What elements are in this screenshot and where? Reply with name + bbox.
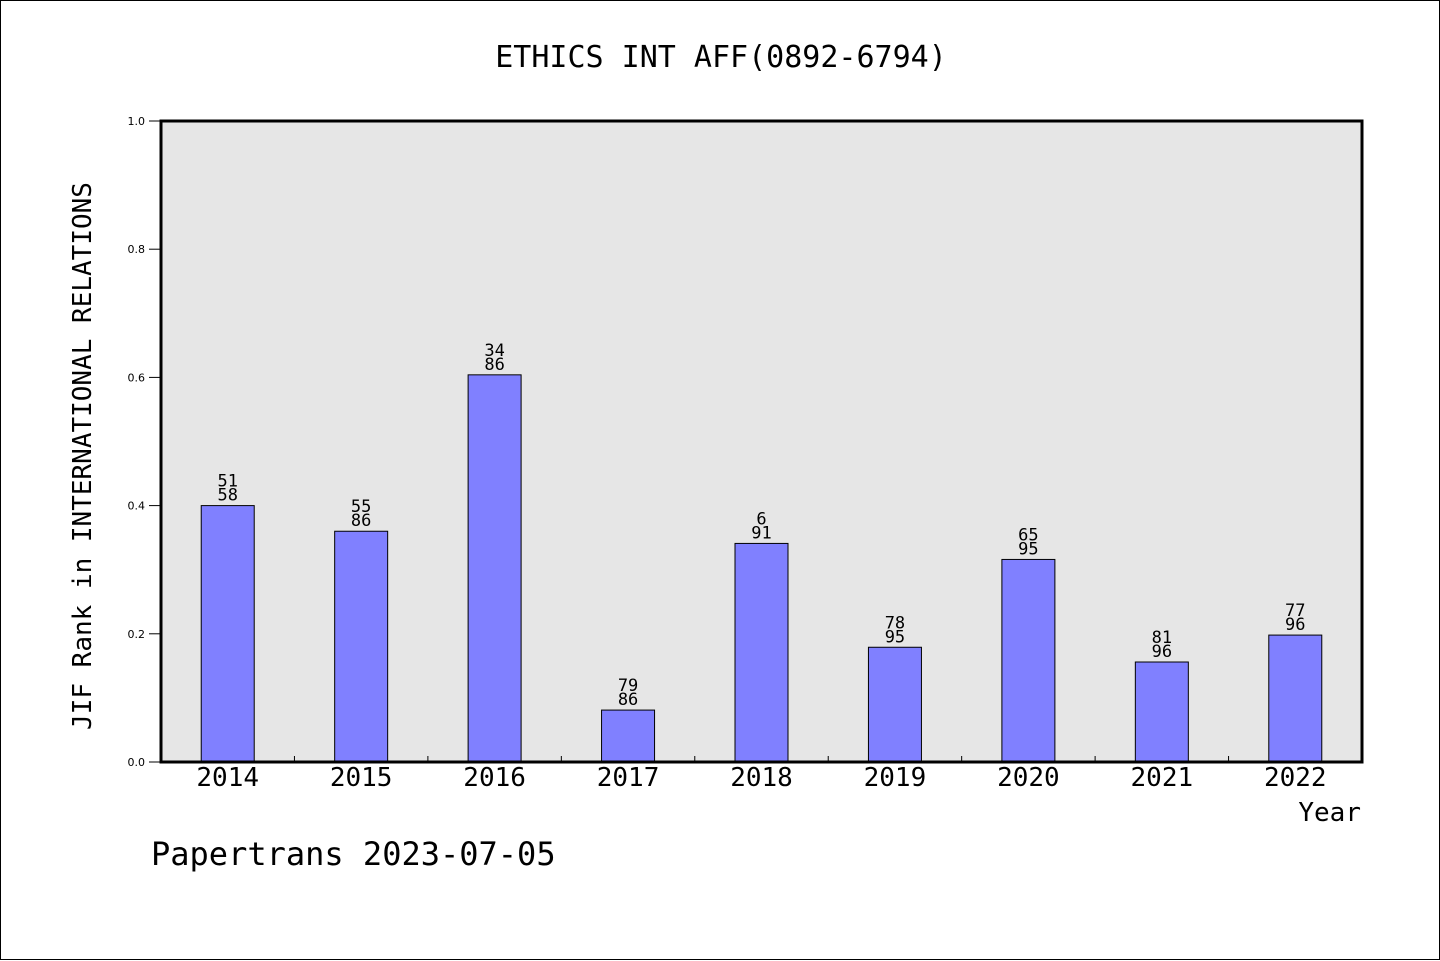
x-tick-label-2022: 2022 [1264, 763, 1327, 793]
bars-layer [200, 374, 1323, 763]
total-label-2015: 86 [351, 511, 371, 531]
bar-2014 [200, 505, 255, 763]
rank-label-2018: 6 [756, 509, 766, 529]
rank-label-2020: 65 [1018, 525, 1038, 545]
plot-border [159, 119, 1364, 764]
total-label-2016: 86 [484, 355, 504, 375]
y-tick-label: 1.0 [128, 115, 146, 128]
total-label-2020: 95 [1018, 539, 1038, 559]
x-tick-label-2017: 2017 [597, 763, 660, 793]
rank-label-2014: 51 [217, 472, 237, 492]
total-label-2018: 91 [751, 523, 771, 543]
y-axis: 0.0 0.2 0.4 0.6 0.8 1.0 [128, 115, 161, 769]
rank-label-2015: 55 [351, 497, 371, 517]
y-tick-label: 0.8 [128, 243, 146, 256]
total-label-2019: 95 [885, 627, 905, 647]
bar-2022 [1268, 634, 1323, 763]
x-axis-label: Year [1298, 798, 1361, 828]
total-label-2017: 86 [618, 690, 638, 710]
bar-2019 [867, 646, 922, 763]
y-tick-label: 0.6 [128, 371, 146, 384]
x-tick-label-2019: 2019 [864, 763, 927, 793]
total-label-2014: 58 [217, 486, 237, 506]
y-tick-label: 0.2 [128, 628, 146, 641]
rank-label-2021: 81 [1152, 628, 1172, 648]
bar-2015 [334, 530, 389, 763]
chart-title: ETHICS INT AFF(0892-6794) [495, 40, 947, 75]
bar-2020 [1001, 558, 1056, 763]
bar-2017 [601, 709, 656, 763]
y-tick-label: 0.4 [128, 500, 146, 513]
bar-2021 [1134, 661, 1189, 763]
footer-credit: Papertrans 2023-07-05 [151, 835, 556, 873]
rank-label-2019: 78 [885, 613, 905, 633]
total-label-2021: 96 [1152, 642, 1172, 662]
total-label-2022: 96 [1285, 615, 1305, 635]
x-tick-label-2021: 2021 [1131, 763, 1194, 793]
bar-2018 [734, 542, 789, 763]
x-tick-label-2015: 2015 [330, 763, 393, 793]
x-tick-label-2014: 2014 [196, 763, 259, 793]
bar-2016 [467, 374, 522, 763]
x-tick-label-2018: 2018 [730, 763, 793, 793]
x-axis: 2014 2015 2016 2017 2018 2019 2020 2021 2022 [196, 756, 1327, 793]
rank-label-2017: 79 [618, 676, 638, 696]
rank-label-2022: 77 [1285, 601, 1305, 621]
y-tick-label: 0.0 [128, 756, 146, 769]
rank-label-2016: 34 [484, 341, 504, 361]
x-tick-label-2020: 2020 [997, 763, 1060, 793]
y-axis-label: JIF Rank in INTERNATIONAL RELATIONS [68, 182, 98, 730]
x-tick-label-2016: 2016 [463, 763, 526, 793]
